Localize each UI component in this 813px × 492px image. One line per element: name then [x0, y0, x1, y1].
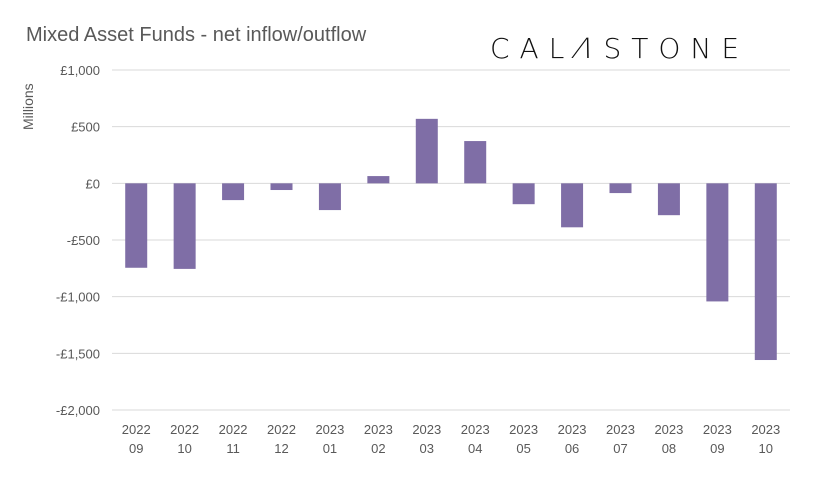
bar — [125, 183, 148, 268]
x-tick-label: 2022 — [122, 422, 151, 437]
x-tick-label: 2023 — [751, 422, 780, 437]
x-tick-label: 04 — [468, 441, 482, 456]
calastone-logo: CALΛSTONE — [490, 32, 750, 65]
bar — [706, 183, 729, 302]
y-tick-label: £500 — [71, 120, 100, 135]
x-tick-label: 08 — [662, 441, 676, 456]
x-tick-label: 2023 — [703, 422, 732, 437]
bar — [464, 141, 487, 184]
x-tick-label: 10 — [177, 441, 191, 456]
y-tick-label: £1,000 — [60, 63, 100, 78]
bar — [512, 183, 535, 205]
y-tick-label: -£1,500 — [56, 346, 100, 361]
y-tick-label: £0 — [86, 176, 100, 191]
x-tick-label: 01 — [323, 441, 337, 456]
bar — [415, 118, 438, 184]
x-tick-label: 2022 — [219, 422, 248, 437]
bar — [561, 183, 584, 228]
x-tick-label: 11 — [226, 441, 240, 456]
x-tick-label: 2023 — [364, 422, 393, 437]
x-tick-label: 06 — [565, 441, 579, 456]
y-tick-label: -£2,000 — [56, 403, 100, 418]
x-tick-label: 2023 — [558, 422, 587, 437]
chart-title: Mixed Asset Funds - net inflow/outflow — [26, 24, 367, 46]
x-tick-label: 05 — [516, 441, 530, 456]
x-tick-label: 2023 — [606, 422, 635, 437]
bar — [222, 183, 245, 201]
x-tick-label: 2023 — [315, 422, 344, 437]
x-tick-label: 07 — [613, 441, 627, 456]
bar — [367, 176, 390, 184]
x-tick-label: 09 — [129, 441, 143, 456]
x-tick-label: 12 — [274, 441, 288, 456]
x-tick-label: 03 — [420, 441, 434, 456]
x-tick-label: 10 — [759, 441, 773, 456]
x-tick-label: 02 — [371, 441, 385, 456]
bar — [173, 183, 196, 269]
x-tick-label: 2023 — [412, 422, 441, 437]
x-tick-label: 2023 — [654, 422, 683, 437]
bar — [609, 183, 632, 194]
bar — [270, 183, 293, 191]
bar — [754, 183, 777, 361]
bar — [318, 183, 341, 211]
x-tick-label: 2023 — [509, 422, 538, 437]
bar — [657, 183, 680, 216]
x-tick-label: 2022 — [170, 422, 199, 437]
y-tick-label: -£1,000 — [56, 290, 100, 305]
x-tick-label: 2022 — [267, 422, 296, 437]
x-tick-label: 2023 — [461, 422, 490, 437]
y-tick-label: -£500 — [67, 233, 100, 248]
x-tick-label: 09 — [710, 441, 724, 456]
